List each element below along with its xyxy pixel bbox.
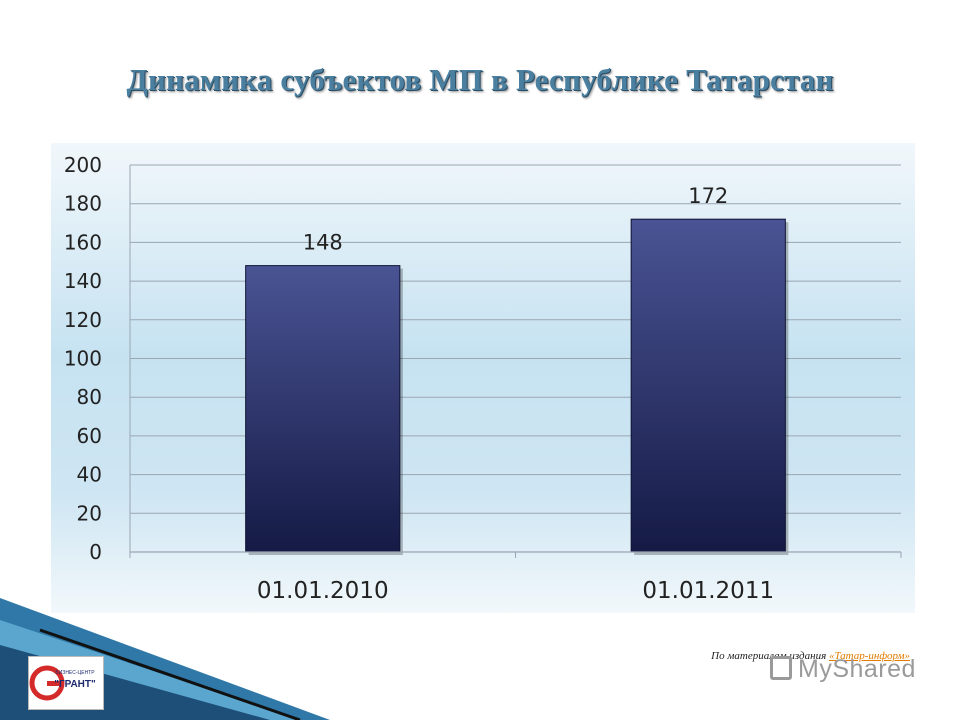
watermark-text: MyShared: [798, 655, 916, 683]
chart-plot-area: 0 20 40 60 80 100 120 140 160 180 200 148 01.01.2010…: [51, 143, 915, 613]
y-tick-label: 80: [77, 385, 102, 409]
logo-small-text: БИЗНЕС-ЦЕНТР: [55, 670, 95, 676]
y-tick-label: 40: [77, 463, 102, 487]
logo-name: "ГРАНТ": [54, 679, 96, 690]
watermark: MyShared: [770, 655, 916, 684]
bar: [245, 265, 401, 553]
slide-title: Динамика субъектов МП в Республике Татар…: [126, 62, 834, 97]
logo-g-bar: [47, 681, 60, 686]
y-tick-label: 140: [64, 269, 102, 293]
grant-logo-graphic: БИЗНЕС-ЦЕНТР "ГРАНТ": [29, 665, 96, 701]
y-tick-label: 60: [77, 424, 102, 448]
x-category-label: 01.01.2011: [642, 578, 774, 604]
y-tick-label: 180: [64, 192, 102, 216]
y-tick-label: 160: [64, 230, 102, 254]
source-prefix: По материалам издания: [711, 650, 829, 662]
y-tick-label: 200: [64, 153, 102, 177]
source-link[interactable]: «Татар-информ»: [828, 650, 910, 662]
y-tick-label: 100: [64, 347, 102, 371]
y-tick-label: 0: [89, 540, 102, 564]
y-tick-label: 20: [77, 501, 102, 525]
grant-logo: БИЗНЕС-ЦЕНТР "ГРАНТ": [28, 656, 104, 710]
bar-chart: 0 20 40 60 80 100 120 140 160 180 200 148 01.01.2010…: [64, 153, 902, 604]
watermark-icon: [770, 656, 792, 680]
source-note: По материалам издания «Татар-информ»: [560, 650, 910, 662]
data-label: 172: [688, 184, 728, 208]
data-label: 148: [303, 231, 343, 255]
bar: [630, 218, 786, 553]
x-category-label: 01.01.2010: [257, 578, 389, 604]
corner-black-stroke: [39, 628, 301, 720]
logo-ring: [29, 665, 65, 701]
y-tick-label: 120: [64, 308, 102, 332]
